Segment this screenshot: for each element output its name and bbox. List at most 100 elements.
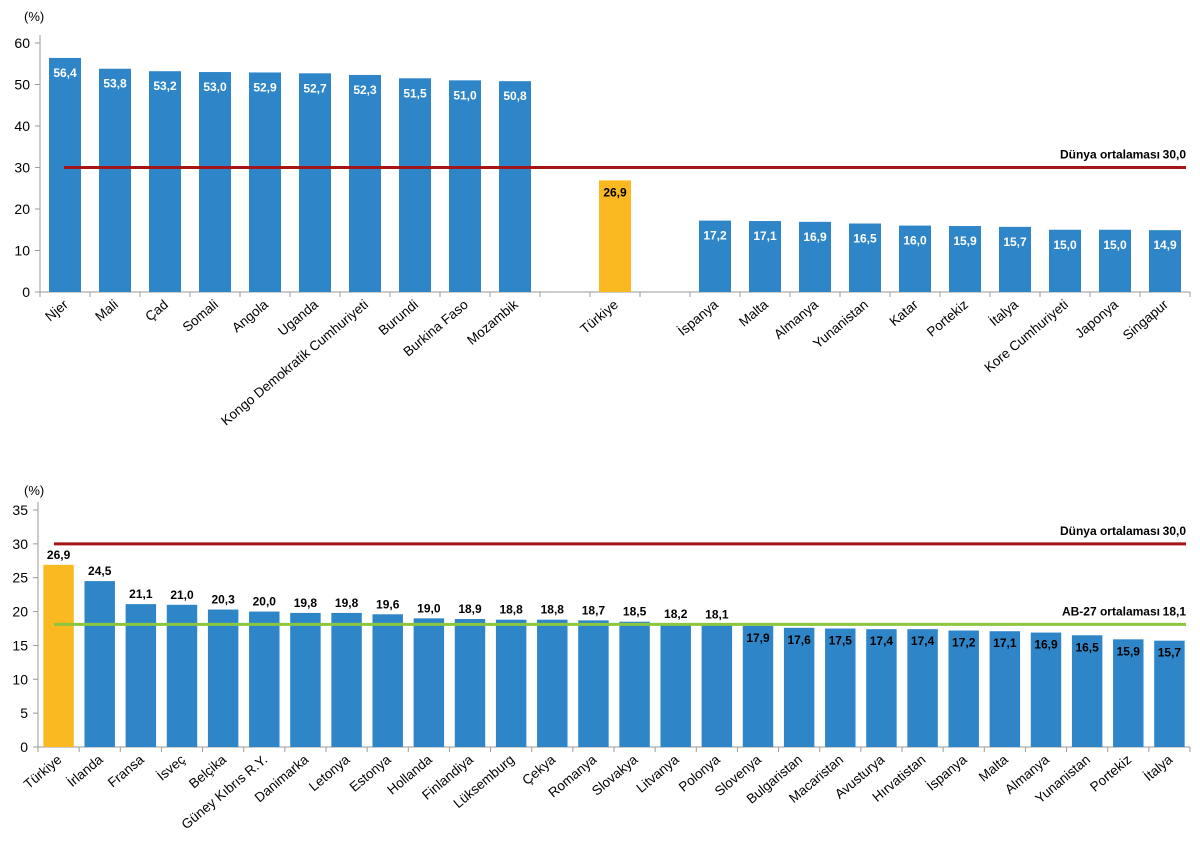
bar-japonya [1099,229,1131,292]
category-label-portekiz: Portekiz [1087,752,1134,795]
bar-fransa [125,604,157,747]
y-tick-label: 20 [14,201,30,217]
reference-value-ab-27-ortalamasi: 18,1 [1163,604,1187,618]
value-label-mali: 53,8 [103,77,127,91]
value-label-irlanda: 24,5 [88,564,112,578]
bottom-bar-chart: 0 5 10 15 20 25 30 35 (%) 26,9 Türkiye 24,5 İrlanda 2… [12,483,1191,832]
bar-mali [99,68,131,292]
bar-mozambik [499,81,531,293]
value-label-cekya: 18,8 [541,603,565,617]
category-label-irlanda: İrlanda [64,751,106,789]
value-label-almanya: 16,9 [1034,638,1058,652]
value-label-polonya: 18,1 [705,607,729,621]
value-label-yunanistan: 16,5 [1075,640,1099,654]
y-tick-label: 0 [20,739,28,755]
bar-malta [989,631,1021,747]
reference-label-dunya-ortalamasi: Dünya ortalaması [1060,148,1160,162]
bar-litvanya [660,623,691,747]
value-label-turkiye: 26,9 [603,185,627,199]
category-label-malta: Malta [976,751,1011,784]
bar-ispanya [699,220,731,292]
bar-luksemburg [495,619,527,747]
y-tick-label: 20 [12,604,28,620]
category-label-japonya: Japonya [1072,296,1121,341]
y-tick-label: 60 [14,35,30,51]
category-label-ispanya: İspanya [675,297,721,339]
value-label-slovakya: 18,5 [623,605,647,619]
category-label-letonya: Letonya [306,751,353,794]
bar-burundi [399,78,431,293]
value-label-burundi: 51,5 [403,86,427,100]
value-label-litvanya: 18,2 [664,607,688,621]
value-label-cad: 53,2 [153,79,177,93]
y-tick-label: 0 [22,284,30,300]
category-label-mozambik: Mozambik [464,297,521,348]
value-label-letonya: 19,8 [335,596,359,610]
bar-burkina-faso [449,80,481,292]
bar-somali [199,72,231,292]
bar-italya [1154,640,1185,747]
unit-label: (%) [24,9,44,24]
bar-belcika [207,609,239,747]
bar-portekiz [949,226,981,292]
value-label-burkina-faso: 51,0 [453,88,477,102]
category-label-somali: Somali [180,297,221,335]
bar-yunanistan [849,223,881,292]
category-label-fransa: Fransa [105,752,147,791]
y-tick-label: 40 [14,118,30,134]
value-label-belcika: 20,3 [211,593,235,607]
category-label-portekiz: Portekiz [924,297,971,340]
bar-uganda [299,73,331,292]
category-label-italya: İtalya [987,297,1022,330]
value-label-slovenya: 17,9 [746,631,770,645]
category-label-cad: Çad [142,297,171,324]
value-label-estonya: 19,6 [376,597,400,611]
category-label-isvec: İsveç [154,752,188,784]
value-label-portekiz: 15,9 [1117,644,1141,658]
bar-slovenya [742,625,774,747]
y-tick-label: 10 [14,243,30,259]
reference-value-dunya-ortalamasi: 30,0 [1163,524,1187,538]
bar-avusturya [866,629,897,747]
value-label-macaristan: 17,5 [829,634,853,648]
y-tick-label: 30 [12,536,28,552]
bar-polonya [701,624,733,747]
bar-katar [899,225,931,292]
bar-singapur [1149,230,1181,292]
category-label-kore-cumhuriyeti: Kore Cumhuriyeti [981,297,1071,376]
value-label-luksemburg: 18,8 [499,603,523,617]
y-tick-label: 25 [12,570,28,586]
bar-hollanda [413,618,445,747]
value-label-malta: 17,1 [993,636,1017,650]
category-label-turkiye: Türkiye [21,752,65,792]
bar-angola [249,72,281,292]
value-label-almanya: 16,9 [803,230,827,244]
category-label-singapur: Singapur [1120,296,1171,343]
bar-portekiz [1113,639,1144,747]
category-label-angola: Angola [229,296,271,335]
value-label-danimarka: 19,8 [294,596,318,610]
reference-label-dunya-ortalamasi: Dünya ortalaması [1060,524,1160,538]
value-label-hirvatistan: 17,4 [911,634,935,648]
bar-macaristan [825,628,856,747]
bar-estonya [372,614,403,747]
value-label-turkiye: 26,9 [47,548,71,562]
bar-romanya [578,620,609,747]
value-label-italya: 15,7 [1003,235,1027,249]
y-tick-label: 30 [14,160,30,176]
value-label-bulgaristan: 17,6 [787,633,811,647]
y-tick-label: 10 [12,671,28,687]
bar-kore-cumhuriyeti [1049,229,1081,292]
top-bar-chart: 0 10 20 30 40 50 60 (%) 56,4 Njer 53,8 Mali 53,2 Çad 5… [14,9,1191,428]
category-label-katar: Katar [887,296,922,329]
reference-value-dunya-ortalamasi: 30,0 [1163,148,1187,162]
reference-label-ab-27-ortalamasi: AB-27 ortalaması [1062,604,1160,618]
value-label-kongo-demokratik-cumhuriyeti: 52,3 [353,83,377,97]
bar-cekya [537,619,568,747]
bar-malta [749,221,781,292]
category-label-mali: Mali [92,297,121,324]
category-label-njer: Njer [42,296,71,324]
value-label-finlandiya: 18,9 [458,602,482,616]
bar-kongo-demokratik-cumhuriyeti [349,74,381,292]
bar-irlanda [84,581,115,747]
